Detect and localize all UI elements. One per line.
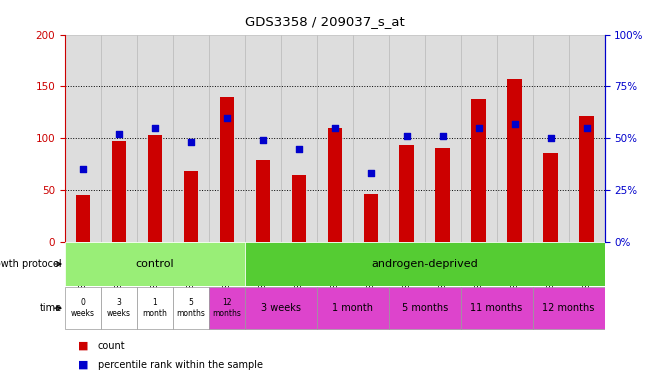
Bar xyxy=(461,35,497,242)
Bar xyxy=(328,128,342,242)
Bar xyxy=(209,35,245,242)
Point xyxy=(114,131,124,137)
Bar xyxy=(317,35,353,242)
Point xyxy=(78,166,88,172)
Text: 12 months: 12 months xyxy=(542,303,595,313)
Bar xyxy=(389,287,461,329)
Bar xyxy=(436,147,450,242)
Bar xyxy=(209,287,245,329)
Text: 5
months: 5 months xyxy=(176,298,205,318)
Bar xyxy=(363,194,378,242)
Bar xyxy=(137,35,173,242)
Text: 1 month: 1 month xyxy=(332,303,373,313)
Bar xyxy=(461,287,532,329)
Bar xyxy=(65,287,101,329)
Bar xyxy=(65,35,101,242)
Point xyxy=(402,133,412,139)
Point xyxy=(330,125,340,131)
Point xyxy=(294,146,304,152)
Point xyxy=(257,137,268,143)
Bar xyxy=(424,35,461,242)
Bar xyxy=(101,35,137,242)
Text: 3 weeks: 3 weeks xyxy=(261,303,301,313)
Text: percentile rank within the sample: percentile rank within the sample xyxy=(98,360,263,370)
Bar xyxy=(245,242,604,286)
Bar xyxy=(173,287,209,329)
Text: 5 months: 5 months xyxy=(402,303,448,313)
Bar xyxy=(389,35,424,242)
Bar xyxy=(532,287,605,329)
Point xyxy=(473,125,484,131)
Bar xyxy=(543,153,558,242)
Point xyxy=(186,139,196,146)
Text: control: control xyxy=(136,259,174,269)
Bar xyxy=(508,79,522,242)
Bar xyxy=(532,35,569,242)
Text: growth protocol: growth protocol xyxy=(0,259,62,269)
Bar xyxy=(101,287,137,329)
Bar xyxy=(569,35,604,242)
Point xyxy=(437,133,448,139)
Text: 0
weeks: 0 weeks xyxy=(71,298,95,318)
Point xyxy=(365,170,376,177)
Text: 1
month: 1 month xyxy=(142,298,167,318)
Bar xyxy=(245,287,317,329)
Bar xyxy=(76,195,90,242)
Bar xyxy=(173,35,209,242)
Bar xyxy=(317,287,389,329)
Point xyxy=(581,125,592,131)
Bar xyxy=(112,141,126,242)
Bar xyxy=(471,99,486,242)
Point xyxy=(150,125,160,131)
Bar xyxy=(65,242,245,286)
Text: ■: ■ xyxy=(78,360,88,370)
Text: time: time xyxy=(40,303,62,313)
Bar xyxy=(281,35,317,242)
Point xyxy=(510,121,520,127)
Text: 3
weeks: 3 weeks xyxy=(107,298,131,318)
Bar xyxy=(220,97,234,242)
Point xyxy=(545,135,556,141)
Text: 12
months: 12 months xyxy=(213,298,241,318)
Bar xyxy=(255,160,270,242)
Bar xyxy=(137,287,173,329)
Bar xyxy=(292,175,306,242)
Text: GDS3358 / 209037_s_at: GDS3358 / 209037_s_at xyxy=(245,15,405,28)
Bar xyxy=(245,35,281,242)
Bar xyxy=(148,135,162,242)
Bar xyxy=(400,146,414,242)
Text: ■: ■ xyxy=(78,341,88,351)
Bar xyxy=(353,35,389,242)
Text: androgen-deprived: androgen-deprived xyxy=(371,259,478,269)
Bar xyxy=(579,116,593,242)
Bar xyxy=(497,35,532,242)
Bar xyxy=(184,171,198,242)
Text: 11 months: 11 months xyxy=(471,303,523,313)
Text: count: count xyxy=(98,341,125,351)
Point xyxy=(222,114,232,121)
